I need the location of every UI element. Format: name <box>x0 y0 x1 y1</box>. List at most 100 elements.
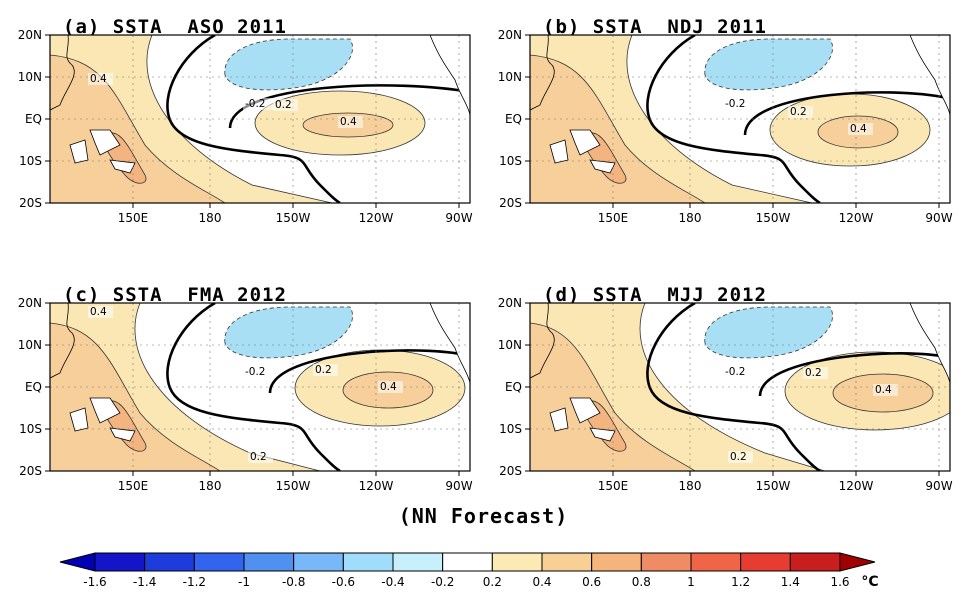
lon-tick-label: 150W <box>276 211 311 225</box>
zero-contour-east <box>268 349 470 394</box>
sst-map: -0.2 0.2 0.4 0.4 20N 10N EQ 10S 20S 150E 180 150W 12… <box>18 28 473 225</box>
colorbar-swatch <box>740 552 791 572</box>
lat-tick-label: 10S <box>499 422 522 436</box>
lat-tick-label: 10S <box>499 154 522 168</box>
lon-tick-label: 150E <box>598 479 629 493</box>
colorbar-swatch <box>392 552 444 572</box>
contour-label: 0.2 <box>250 451 267 463</box>
contour-label-bg <box>88 306 113 318</box>
contour-label-bg <box>243 366 275 378</box>
contour-label: 0.2 <box>730 451 747 463</box>
lat-tick-label: EQ <box>25 380 42 394</box>
contour-label: -0.2 <box>725 366 746 378</box>
colorbar-tick-label: 1.6 <box>830 575 849 589</box>
colorbar-tick-label: -1.6 <box>83 575 106 589</box>
lon-tick-label: 150W <box>276 479 311 493</box>
colorbar-swatch <box>193 552 245 572</box>
lon-tick-label: 180 <box>199 479 222 493</box>
lat-tick-label: 20N <box>18 296 42 310</box>
panel-title: (d) SSTA MJJ 2012 <box>543 284 767 306</box>
colorbar-tick-label: 1.4 <box>781 575 800 589</box>
contour-label: 0.4 <box>340 116 357 128</box>
asia-coastline <box>50 303 75 379</box>
lon-tick-label: 150W <box>756 479 791 493</box>
panel-title: (b) SSTA NDJ 2011 <box>543 16 767 38</box>
lat-tick-label: 10S <box>19 422 42 436</box>
colorbar-swatch <box>591 552 642 572</box>
lat-tick-label: 10N <box>498 338 522 352</box>
contour-label: 0.2 <box>275 99 292 111</box>
panel-c: (c) SSTA FMA 2012 -0.2 0.2 0.4 0.4 0.2 20N 10N… <box>18 286 473 500</box>
contour-label-bg <box>243 98 275 110</box>
indonesia-islands <box>69 397 136 442</box>
zero-contour <box>646 35 821 203</box>
lat-tick-label: 10N <box>18 338 42 352</box>
colorbar-unit: °C <box>861 574 878 590</box>
contour-label-bg <box>728 451 753 463</box>
panel-b: (b) SSTA NDJ 2011 -0.2 0.2 0.4 20N 10N EQ 10S 2… <box>498 18 953 232</box>
lat-tick-label: 20S <box>19 464 42 478</box>
lon-tick-label: 180 <box>679 479 702 493</box>
colorbar-tip-right <box>839 552 876 572</box>
colorbar-tick-label: 0.8 <box>632 575 651 589</box>
lat-tick-label: 20S <box>499 196 522 210</box>
panel-d: (d) SSTA MJJ 2012 -0.2 0.2 0.4 0.2 20N 10N EQ 1… <box>498 286 953 500</box>
contour-label-bg <box>723 366 755 378</box>
lat-tick-label: 20N <box>498 28 522 42</box>
lon-tick-label: 90W <box>925 211 952 225</box>
contour-label: -0.2 <box>725 98 746 110</box>
colorbar-swatch <box>640 552 692 572</box>
colorbar-tick-label: -0.4 <box>381 575 404 589</box>
colorbar-swatch <box>690 552 742 572</box>
contour-label-bg <box>803 367 828 379</box>
indonesia-islands <box>69 129 136 174</box>
lat-tick-label: 20S <box>499 464 522 478</box>
colorbar-swatch <box>442 552 493 572</box>
colorbar-tick-label: -1.2 <box>183 575 206 589</box>
contour-label: 0.4 <box>875 384 892 396</box>
panel-title: (c) SSTA FMA 2012 <box>63 284 287 306</box>
colorbar-tick-label: 0.2 <box>483 575 502 589</box>
colorbar-tick-label: -1.4 <box>133 575 156 589</box>
lon-tick-label: 150W <box>756 211 791 225</box>
colorbar-swatch <box>789 552 841 572</box>
lon-tick-label: 90W <box>445 211 472 225</box>
anomaly-region-warmer <box>530 54 706 203</box>
americas-coastline <box>909 303 950 384</box>
lon-tick-label: 90W <box>925 479 952 493</box>
colorbar-tick-label: -0.8 <box>282 575 305 589</box>
contour-label-bg <box>723 98 755 110</box>
lat-tick-label: 10N <box>18 70 42 84</box>
americas-coastline <box>909 35 950 116</box>
colorbar-tick-label: 0.6 <box>582 575 601 589</box>
americas-coastline <box>429 303 470 384</box>
colorbar-swatch <box>541 552 593 572</box>
sst-map: -0.2 0.2 0.4 20N 10N EQ 10S 20S 150E 180 150W 120W 9… <box>498 28 953 225</box>
lon-tick-label: 150E <box>118 479 149 493</box>
asia-coastline <box>530 35 555 111</box>
contour-label: 0.2 <box>790 106 807 118</box>
zero-contour-east <box>228 84 470 129</box>
zero-contour-east <box>743 91 950 136</box>
lon-tick-label: 120W <box>359 211 394 225</box>
lat-tick-label: EQ <box>505 112 522 126</box>
asia-coastline <box>530 303 555 379</box>
colorbar-swatch <box>342 552 394 572</box>
contour-label-bg <box>338 116 363 128</box>
colorbar-tick-label: 1.2 <box>731 575 750 589</box>
colorbar-swatch <box>94 552 146 572</box>
asia-coastline <box>50 35 75 111</box>
contour-label: -0.2 <box>245 98 266 110</box>
zero-contour <box>166 35 341 203</box>
contour-label-bg <box>873 384 898 396</box>
panel-a: (a) SSTA ASO 2011 -0.2 0.2 0.4 0.4 20N 10N EQ 1… <box>18 18 473 232</box>
contour-label-bg <box>88 73 113 85</box>
colorbar-tick-label: -0.6 <box>332 575 355 589</box>
americas-coastline <box>429 35 470 116</box>
zero-contour <box>646 303 821 471</box>
contour-label-bg <box>273 99 298 111</box>
lat-tick-label: 20N <box>18 28 42 42</box>
indonesia-islands <box>549 129 616 174</box>
contour-label: 0.2 <box>315 364 332 376</box>
indonesia-islands <box>549 397 616 442</box>
